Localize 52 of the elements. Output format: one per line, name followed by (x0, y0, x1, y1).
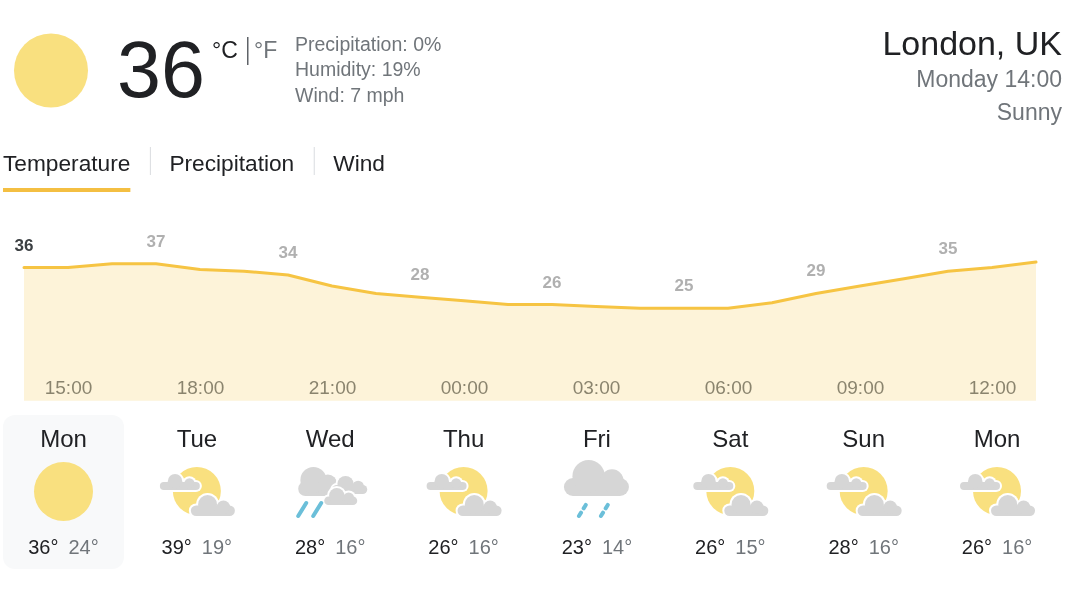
text: 16° (1002, 536, 1033, 558)
category-label: Sun (842, 425, 886, 452)
text: Precipitation: 0% (295, 32, 442, 55)
category-label: Tue (176, 425, 218, 452)
x-tick-label: 03:00 (572, 376, 621, 398)
text: 26° (695, 536, 726, 558)
x-tick-label: 18:00 (176, 376, 225, 398)
text: Precipitation (169, 149, 295, 176)
text: Humidity: 19% (295, 58, 421, 80)
text: 26° (961, 536, 993, 558)
x-tick-label: 00:00 (440, 376, 489, 398)
text: Sunny (996, 99, 1063, 125)
text: 19° (201, 536, 233, 558)
text: 28° (294, 536, 326, 558)
text: Wind (333, 149, 385, 176)
data-label: 25 (674, 276, 694, 296)
text: 16° (468, 536, 499, 558)
text: 39° (161, 536, 192, 558)
text: London, UK (882, 24, 1063, 62)
x-tick-label: 15:00 (44, 376, 93, 398)
text: °F (254, 37, 278, 63)
data-label: 28 (410, 265, 430, 285)
data-label: 37 (146, 231, 166, 251)
text: 16° (335, 536, 366, 558)
x-tick-label: 06:00 (704, 376, 753, 398)
text: 24° (68, 536, 99, 558)
category-label: Wed (305, 425, 355, 452)
data-label: 34 (278, 242, 298, 262)
text: Monday 14:00 (916, 66, 1062, 92)
category-label: Thu (442, 425, 485, 452)
data-label: 29 (806, 261, 826, 281)
text: 15° (735, 536, 766, 558)
x-tick-label: 12:00 (968, 376, 1017, 398)
text: Temperature (3, 149, 131, 176)
text: 36° (28, 536, 59, 558)
category-label: Fri (582, 425, 611, 452)
category-label: Mon (40, 425, 87, 452)
category-label: Sat (712, 425, 749, 452)
data-label: 36 (14, 235, 34, 255)
data-label: 35 (938, 239, 958, 259)
x-tick-label: 09:00 (836, 376, 885, 398)
text: 23° (561, 536, 592, 558)
text: 16° (868, 536, 899, 558)
text: 36 (117, 25, 205, 114)
category-label: Mon (973, 425, 1021, 452)
text: °C (212, 37, 238, 63)
x-tick-label: 21:00 (308, 376, 357, 398)
text: 14° (601, 536, 633, 558)
text: Wind: 7 mph (295, 83, 405, 106)
text: 28° (828, 536, 859, 558)
text: 26° (428, 536, 459, 558)
data-label: 26 (542, 272, 562, 292)
